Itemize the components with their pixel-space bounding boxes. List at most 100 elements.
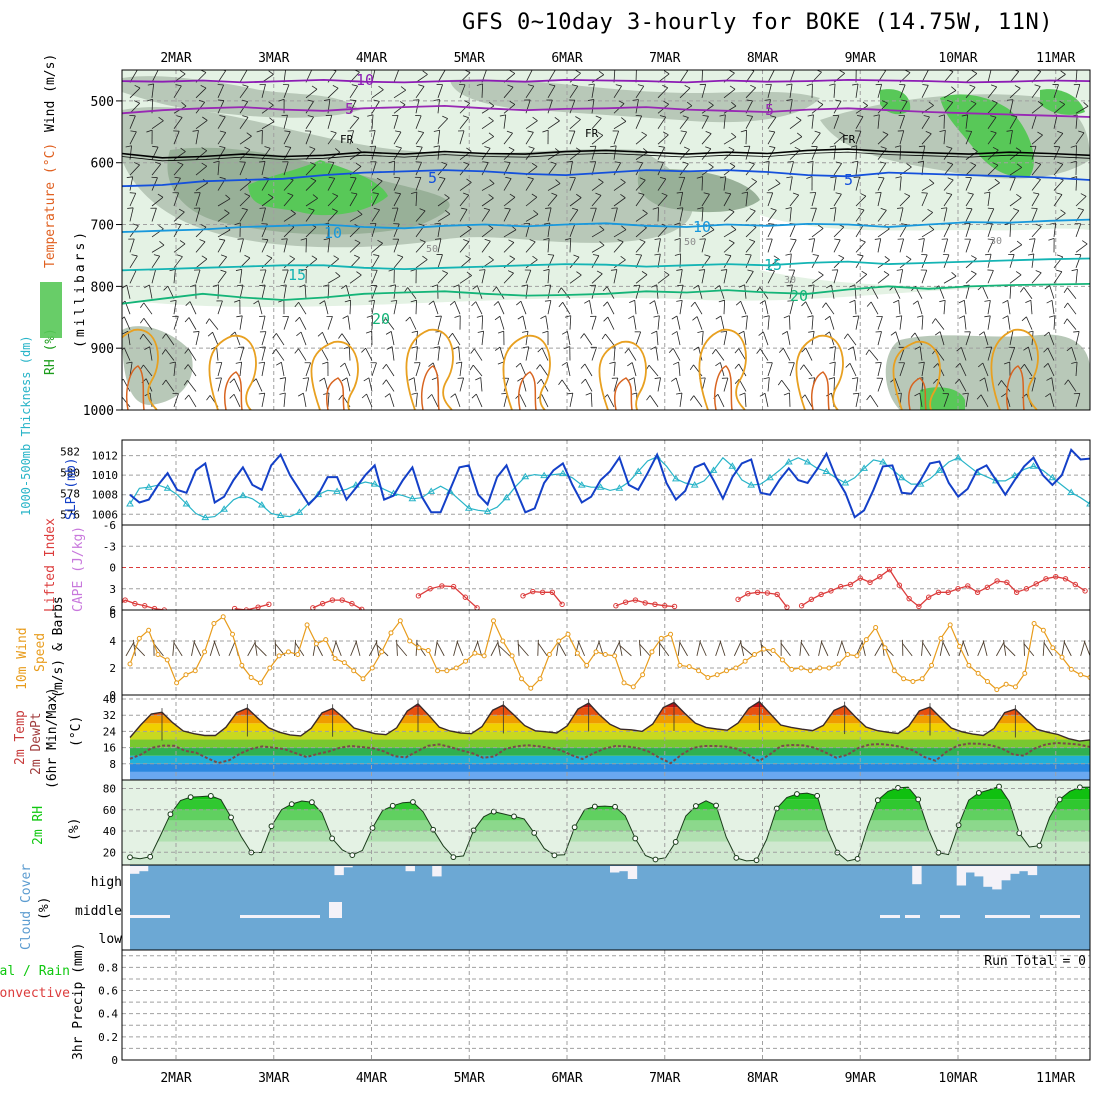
wind-barb xyxy=(431,394,439,408)
wind-barb-flag xyxy=(174,176,181,179)
wind-barb xyxy=(764,300,769,315)
wind-barb-flag xyxy=(914,346,921,350)
wind-barb xyxy=(195,120,208,130)
wind-barb-flag xyxy=(152,145,159,148)
wind-speed-point xyxy=(1078,672,1084,678)
wind-barb-flag xyxy=(728,208,735,213)
wind-barb-flag xyxy=(180,70,186,75)
precip-ticks-group: 00.20.40.60.8 xyxy=(98,961,118,1067)
wind-barb-flag xyxy=(702,115,709,117)
wind-barb-flag xyxy=(987,238,994,241)
wind-barb xyxy=(958,378,967,392)
wind-barb xyxy=(1009,244,1023,253)
surface-wind-barb xyxy=(497,644,511,657)
wind-barb xyxy=(481,331,485,346)
wind-barb xyxy=(459,209,468,222)
lifted-index-point xyxy=(319,600,326,607)
date-axis-top: 2MAR 3MAR 4MAR 5MAR 6MAR 7MAR 8MAR 9MAR 10MAR 11M… xyxy=(160,51,1075,66)
wind-barb-flag xyxy=(508,239,515,243)
wind-barb xyxy=(349,100,357,114)
wind-barb xyxy=(519,394,527,408)
wind-barb-flag xyxy=(932,378,938,384)
rh-tick-label: 80 xyxy=(103,783,116,796)
thickness-point xyxy=(1010,471,1019,479)
pressure-tick-label: 700 xyxy=(91,219,114,234)
wind-barb xyxy=(899,224,908,238)
wind-barb xyxy=(1009,331,1014,346)
wind-barb-flag xyxy=(728,146,735,151)
run-total-label: Run Total = 0 xyxy=(984,954,1086,969)
wind-barb-flag xyxy=(504,161,511,163)
rh-point xyxy=(288,801,295,808)
wind-barb-flag xyxy=(564,346,570,349)
wind-barb-flag xyxy=(532,116,538,122)
date-label-bottom: 7MAR xyxy=(649,1071,680,1086)
wind-barb xyxy=(547,151,561,160)
date-label-bottom: 3MAR xyxy=(258,1071,289,1086)
wind-barb xyxy=(833,100,842,114)
wind-barb-flag xyxy=(715,362,721,367)
surface-wind-barb xyxy=(740,645,754,657)
wind-barb-flag xyxy=(934,331,941,336)
wind-barb xyxy=(675,377,681,392)
wind-barb-flag xyxy=(676,191,683,194)
cloud-tick-high: high xyxy=(91,875,122,890)
wind-barb xyxy=(195,150,208,160)
wind-barb-flag xyxy=(834,238,841,241)
wind-barb-flag xyxy=(684,84,691,89)
wind-barb-flag xyxy=(184,394,190,400)
lifted-index-line xyxy=(615,599,675,608)
wind-barb-flag xyxy=(290,209,296,214)
lifted-index-point xyxy=(439,583,445,589)
wind-barb xyxy=(217,240,226,253)
wind-barb xyxy=(767,377,770,392)
wind-barb xyxy=(283,377,287,392)
wind-barb-flag xyxy=(671,315,678,320)
thickness-point xyxy=(596,483,605,490)
wind-barb xyxy=(525,213,539,222)
wind-barb-flag xyxy=(786,284,793,287)
wind-barb xyxy=(276,333,285,346)
wind-barb xyxy=(811,274,824,284)
wind-barb xyxy=(327,132,337,145)
wind-barb-flag xyxy=(624,348,629,354)
wind-barb xyxy=(393,70,400,83)
wind-barb-flag xyxy=(382,379,387,385)
wind-barb xyxy=(723,377,729,392)
wind-speed-point xyxy=(593,649,599,655)
wind-barb-flag xyxy=(571,84,578,87)
rh-label-30-1: 30 xyxy=(990,236,1002,247)
wind-barb-flag xyxy=(597,131,604,136)
thickness-point xyxy=(257,501,266,508)
wind-barb-flag xyxy=(236,315,243,318)
wind-barb-flag xyxy=(268,70,274,75)
wind-barb xyxy=(723,300,726,315)
lifted-index-point xyxy=(886,566,893,573)
wind-barb xyxy=(371,362,377,377)
wind-barb-flag xyxy=(956,347,962,352)
wind-speed-point xyxy=(518,676,524,682)
wind-barb xyxy=(1023,287,1033,299)
surface-wind-barb xyxy=(942,641,951,657)
wind-barb xyxy=(547,300,552,315)
wind-barb-flag xyxy=(564,237,571,241)
wind-barb xyxy=(525,269,532,284)
wind-barb xyxy=(963,300,967,315)
wind-barb xyxy=(547,269,550,284)
wind-barb xyxy=(1009,210,1020,222)
wind-barb xyxy=(789,161,794,176)
wind-barb xyxy=(129,193,137,207)
wind-barb-flag xyxy=(355,162,362,167)
wind-barb-flag xyxy=(549,84,556,87)
cloud-axis-title-group: Cloud Cover (%) xyxy=(19,864,52,950)
wind-barb xyxy=(591,181,604,191)
wind-barb-flag xyxy=(1037,131,1043,136)
wind-barb xyxy=(1049,393,1055,408)
wind-speed-point xyxy=(984,679,990,685)
surface-wind-barb xyxy=(1003,639,1007,656)
wind-speed-point xyxy=(565,631,571,637)
wind-barb-flag xyxy=(775,179,781,184)
wind-barb xyxy=(943,90,957,99)
wind-barb-flag xyxy=(361,347,366,353)
